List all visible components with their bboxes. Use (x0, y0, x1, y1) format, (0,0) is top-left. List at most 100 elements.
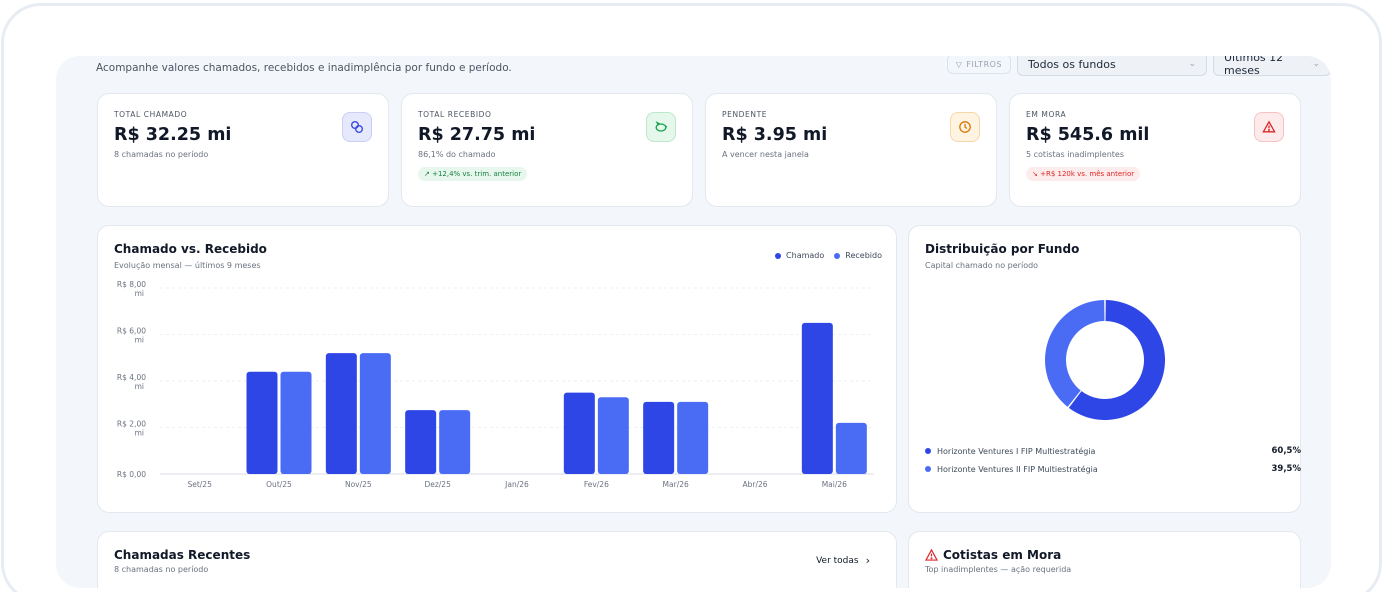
y-tick-unit: mi (135, 382, 144, 391)
x-tick-label: Abr/26 (742, 480, 767, 489)
legend-percentage: 39,5% (1271, 464, 1302, 474)
card-title-row: Cotistas em Mora (925, 548, 1061, 562)
trend-badge-down: ↘ +R$ 120k vs. mês anterior (1026, 167, 1141, 181)
legend-item-recebido[interactable]: Recebido (834, 251, 882, 260)
kpi-card-em-mora: EM MORA R$ 545.6 mil 5 cotistas inadimpl… (1009, 93, 1301, 207)
kpi-label: EM MORA (1026, 110, 1067, 119)
kpi-label: TOTAL CHAMADO (114, 110, 188, 119)
chart-legend: Chamado Recebido (775, 251, 882, 260)
kpi-subtext: 86,1% do chamado (418, 150, 496, 159)
legend-label: Chamado (786, 251, 825, 260)
bar-chamado (801, 322, 833, 474)
donut-slice (1045, 300, 1105, 407)
legend-item-chamado[interactable]: Chamado (775, 251, 824, 260)
kpi-value: R$ 32.25 mi (114, 125, 232, 145)
period-select-value: Últimos 12 meses (1224, 56, 1284, 77)
legend-dot (834, 252, 841, 259)
chevron-down-icon: ⌄ (1188, 59, 1196, 69)
card-subtitle: Evolução mensal — últimos 9 meses (114, 261, 261, 270)
alert-triangle-icon (925, 549, 938, 561)
cotistas-em-mora-card: Cotistas em Mora Top inadimplentes — açã… (908, 531, 1301, 588)
card-subtitle: Capital chamado no período (925, 261, 1039, 270)
x-tick-label: Mai/26 (822, 480, 847, 489)
y-tick-unit: mi (135, 336, 144, 345)
chevron-right-icon: › (865, 554, 870, 567)
bar-chamado (325, 353, 357, 474)
filters-button[interactable]: ▽ FILTROS (946, 56, 1011, 74)
filter-icon: ▽ (955, 59, 963, 69)
card-title: Distribuição por Fundo (925, 242, 1080, 256)
chamado-vs-recebido-card: Chamado vs. Recebido Evolução mensal — ú… (97, 225, 897, 513)
kpi-subtext: 5 cotistas inadimplentes (1026, 150, 1125, 159)
bar-chamado (405, 410, 437, 474)
view-all-link[interactable]: Ver todas › (816, 554, 870, 567)
dashboard: Acompanhe valores chamados, recebidos e … (56, 56, 1331, 588)
bar-recebido (439, 410, 471, 474)
pie-legend-item: Horizonte Ventures II FIP Multiestratégi… (925, 464, 1301, 474)
legend-label: Horizonte Ventures I FIP Multiestratégia (937, 446, 1096, 456)
kpi-value: R$ 545.6 mil (1026, 125, 1150, 145)
bar-recebido (359, 353, 391, 474)
x-tick-label: Fev/26 (584, 480, 609, 489)
x-tick-label: Out/25 (266, 480, 292, 489)
bar-recebido (597, 397, 629, 474)
card-subtitle: Top inadimplentes — ação requerida (925, 565, 1072, 574)
legend-dot (925, 448, 931, 454)
y-tick-label: R$ 8,00 (117, 280, 146, 289)
kpi-value: R$ 3.95 mi (722, 125, 828, 145)
fund-select[interactable]: Todos os fundos ⌄ (1017, 56, 1207, 76)
legend-label: Horizonte Ventures II FIP Multiestratégi… (937, 464, 1098, 474)
filter-bar: ▽ FILTROS Todos os fundos ⌄ Últimos 12 m… (946, 56, 1331, 77)
page-subtitle: Acompanhe valores chamados, recebidos e … (96, 62, 512, 74)
piggy-bank-icon (646, 112, 676, 142)
pie-legend-item: Horizonte Ventures I FIP Multiestratégia… (925, 446, 1301, 456)
bar-chamado (246, 371, 278, 474)
legend-dot (925, 466, 931, 472)
x-tick-label: Jan/26 (504, 480, 529, 489)
kpi-label: TOTAL RECEBIDO (418, 110, 492, 119)
kpi-value: R$ 27.75 mi (418, 125, 536, 145)
y-tick-label: R$ 6,00 (117, 327, 146, 336)
chamadas-recentes-card: Chamadas Recentes 8 chamadas no período … (97, 531, 897, 588)
alert-triangle-icon (1254, 112, 1284, 142)
bar-recebido (280, 371, 312, 474)
y-tick-label: R$ 4,00 (117, 373, 146, 382)
y-tick-label: R$ 2,00 (117, 420, 146, 429)
card-title: Chamadas Recentes (114, 548, 251, 562)
kpi-card-pendente: PENDENTE R$ 3.95 mi A vencer nesta janel… (705, 93, 997, 207)
x-tick-label: Dez/25 (424, 480, 451, 489)
x-tick-label: Mar/26 (663, 480, 689, 489)
card-title: Chamado vs. Recebido (114, 242, 267, 256)
kpi-card-total-recebido: TOTAL RECEBIDO R$ 27.75 mi 86,1% do cham… (401, 93, 693, 207)
y-tick-unit: mi (135, 289, 144, 298)
legend-percentage: 60,5% (1271, 446, 1302, 456)
kpi-card-total-chamado: TOTAL CHAMADO R$ 32.25 mi 8 chamadas no … (97, 93, 389, 207)
donut-chart (1045, 300, 1165, 421)
legend-label: Recebido (845, 251, 882, 260)
kpi-label: PENDENTE (722, 110, 768, 119)
y-tick-unit: mi (135, 429, 144, 438)
bar-recebido (835, 422, 867, 474)
fund-select-value: Todos os fundos (1028, 57, 1116, 71)
x-tick-label: Nov/25 (345, 480, 372, 489)
clock-icon (950, 112, 980, 142)
bar-chamado (643, 401, 675, 474)
x-tick-label: Set/25 (187, 480, 212, 489)
coins-icon (342, 112, 372, 142)
donut-slice (1068, 300, 1165, 421)
card-title: Cotistas em Mora (943, 548, 1062, 562)
view-all-label: Ver todas (816, 555, 859, 566)
distribuicao-por-fundo-card: Distribuição por Fundo Capital chamado n… (908, 225, 1301, 513)
bar-recebido (677, 401, 709, 474)
legend-dot (775, 252, 782, 259)
trend-badge-up: ↗ +12,4% vs. trim. anterior (418, 167, 528, 181)
period-select[interactable]: Últimos 12 meses ⌄ (1213, 56, 1331, 77)
y-tick-label: R$ 0,00 (117, 470, 146, 479)
card-subtitle: 8 chamadas no período (114, 565, 209, 574)
bar-chamado (563, 392, 595, 474)
filters-label: FILTROS (966, 59, 1002, 69)
chevron-down-icon: ⌄ (1312, 59, 1320, 69)
kpi-subtext: 8 chamadas no período (114, 150, 209, 159)
kpi-subtext: A vencer nesta janela (722, 150, 809, 159)
